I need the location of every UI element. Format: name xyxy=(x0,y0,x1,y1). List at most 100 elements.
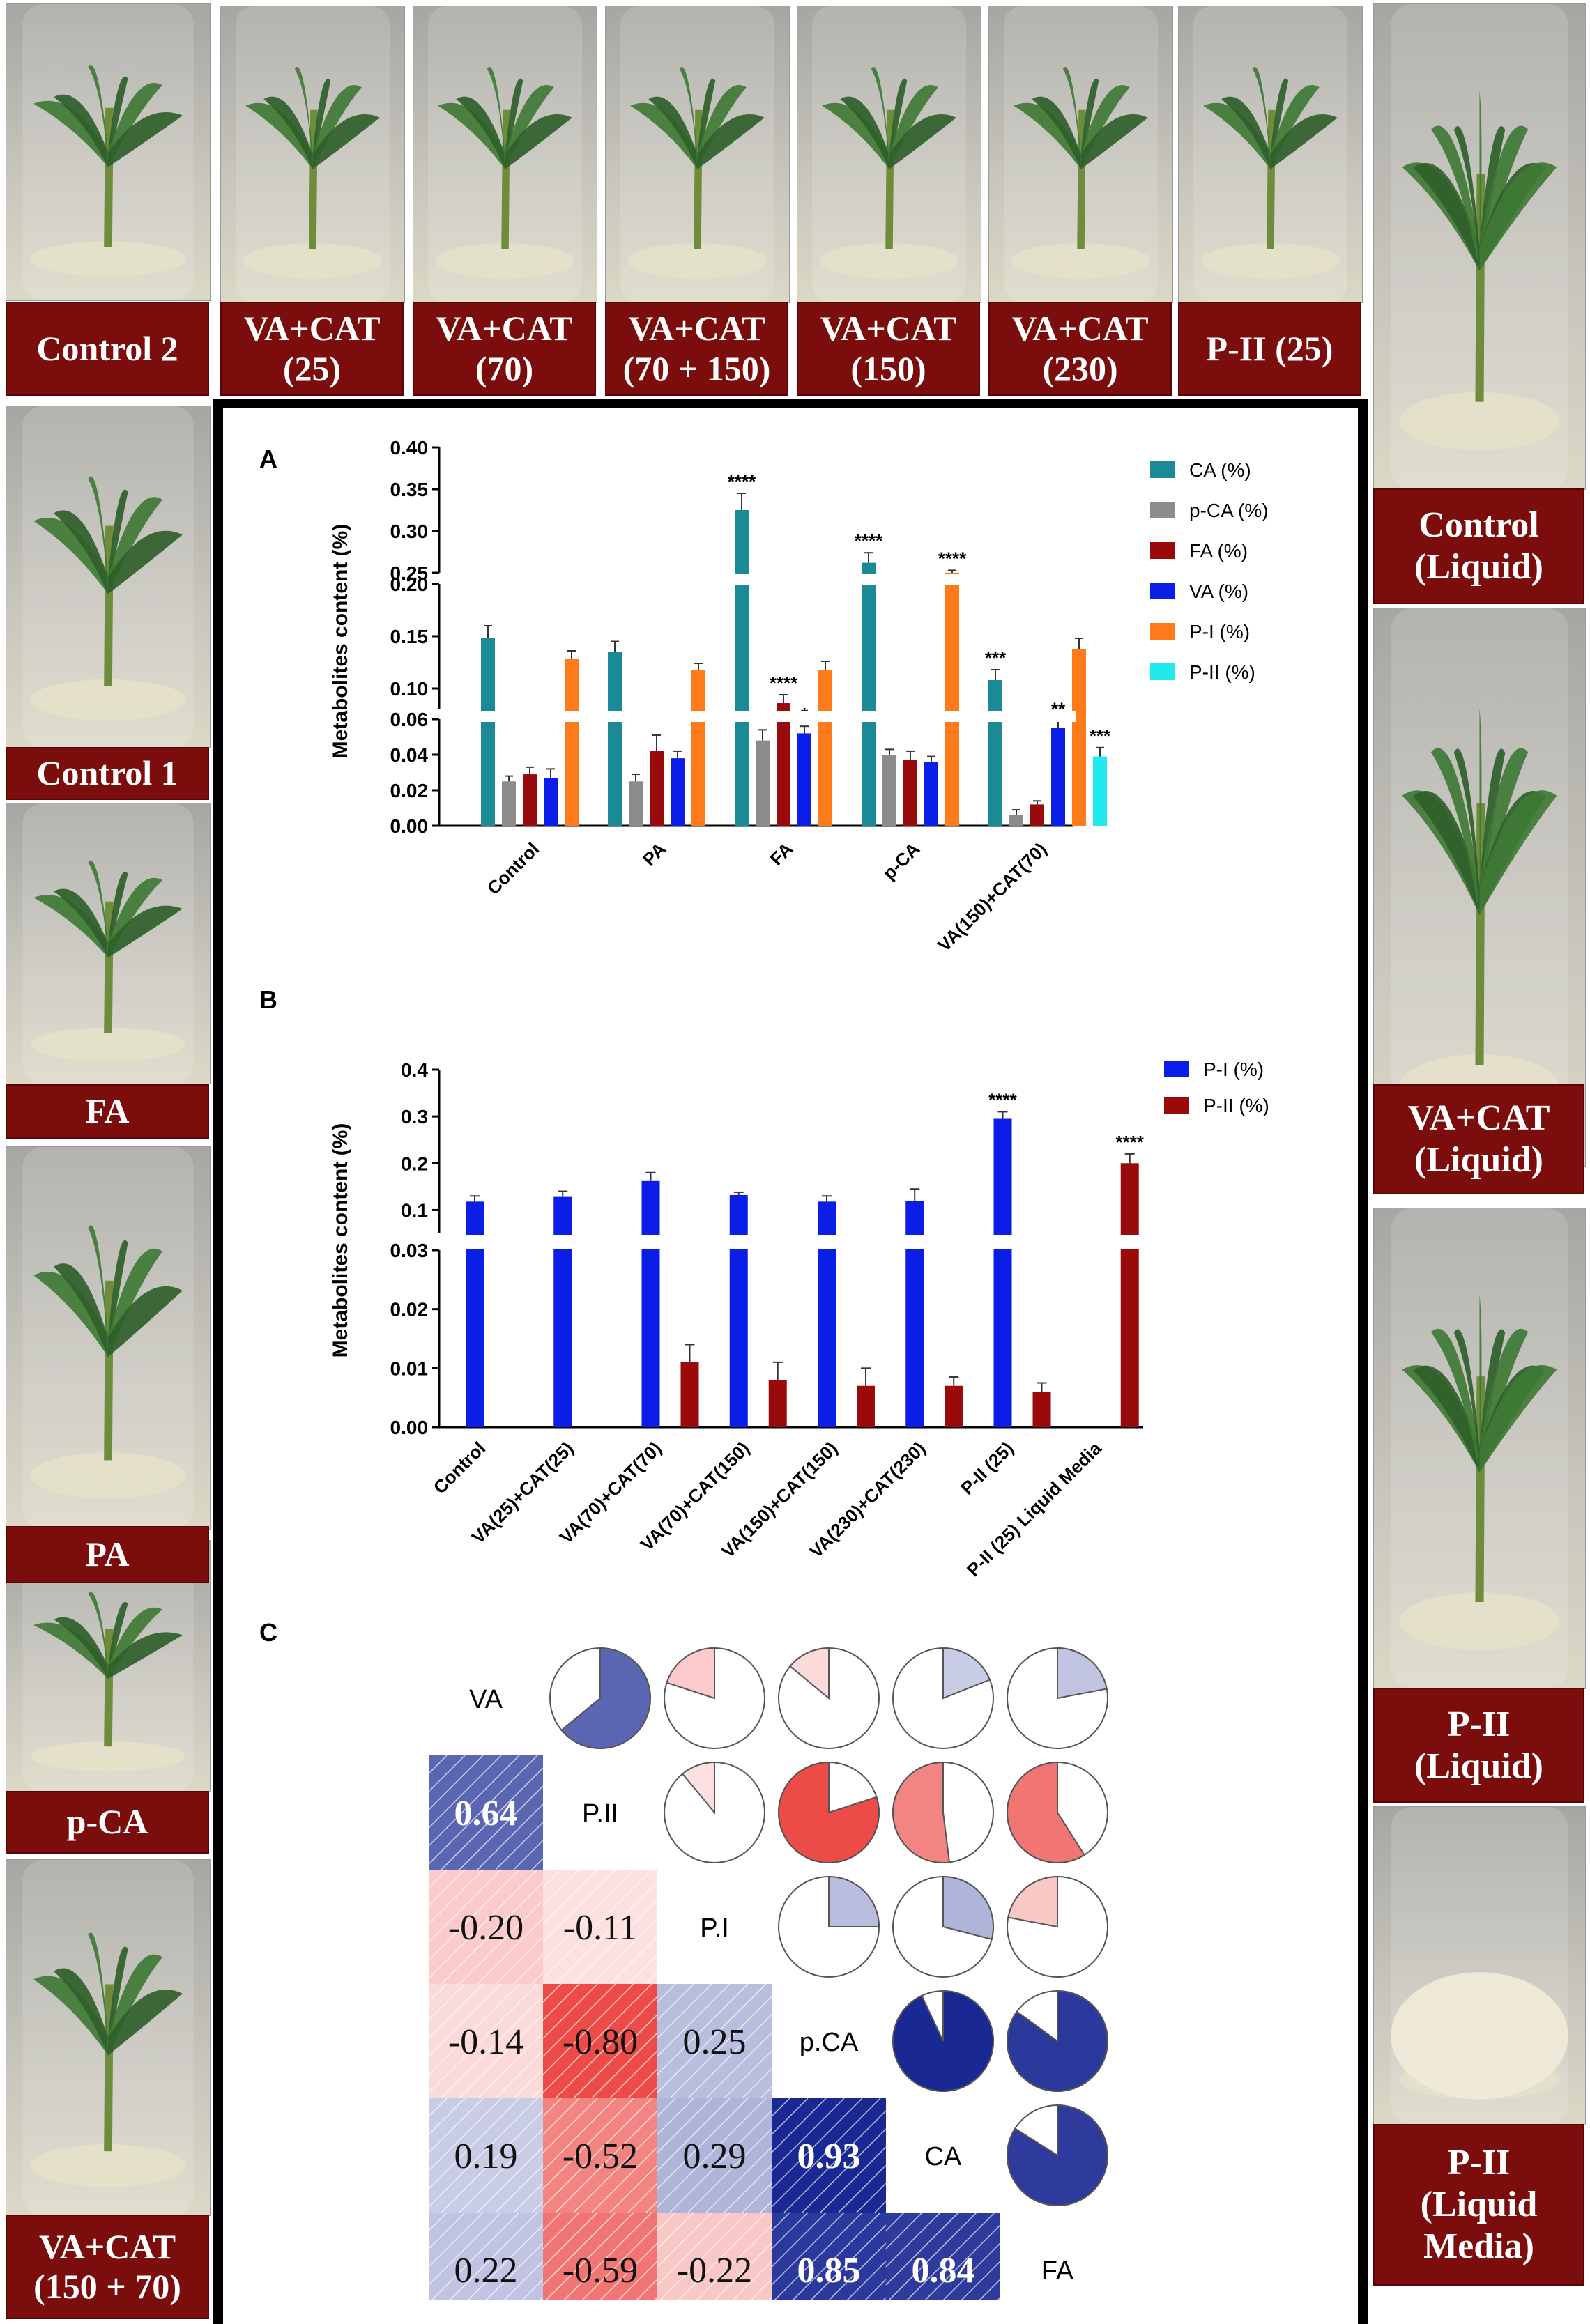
corr-cell xyxy=(429,2098,543,2213)
bar xyxy=(756,740,770,826)
hatch-line xyxy=(428,1869,502,1943)
hatch-line xyxy=(449,2212,538,2300)
bar xyxy=(1051,728,1065,826)
corr-value: -0.22 xyxy=(677,2251,752,2291)
label-line: VA+CAT xyxy=(38,2226,176,2266)
hatch-line xyxy=(714,2242,772,2300)
hatch-line xyxy=(495,2164,544,2213)
legend-label: FA (%) xyxy=(1189,540,1248,562)
hatch-line xyxy=(659,2212,749,2300)
hatch-line xyxy=(802,2128,887,2213)
corr-value: -0.59 xyxy=(563,2251,638,2291)
hatch-line xyxy=(687,2014,772,2099)
label-line: (150 + 70) xyxy=(33,2267,181,2306)
y-tick-label: 0.40 xyxy=(390,437,429,459)
plant-photo xyxy=(1178,6,1363,303)
hatch-line xyxy=(477,1918,544,1985)
hatch-line xyxy=(771,2098,881,2208)
hatch-line xyxy=(609,2164,658,2213)
legend-label: p-CA (%) xyxy=(1189,500,1269,521)
panel-letter-c: C xyxy=(259,1618,277,1647)
hatch-line xyxy=(657,1983,676,2003)
significance-label: **** xyxy=(1116,1132,1145,1153)
corr-value: -0.80 xyxy=(563,2022,638,2062)
hatch-line xyxy=(542,1983,580,2021)
corr-pie xyxy=(942,1647,991,1700)
hatch-line xyxy=(771,2212,790,2231)
y-tick-label: 0.25 xyxy=(390,562,429,584)
hatch-line xyxy=(942,2242,1001,2300)
hatch-line xyxy=(428,2098,502,2171)
hatch-line xyxy=(428,1869,466,1907)
legend-swatch xyxy=(1164,1061,1189,1077)
hatch-line xyxy=(657,2212,731,2286)
hatch-line xyxy=(477,1803,544,1870)
corr-pie xyxy=(789,1647,830,1700)
corr-pie xyxy=(1057,1647,1108,1700)
hatch-line xyxy=(705,2032,772,2099)
plant-photo xyxy=(6,1859,211,2216)
plant-photo xyxy=(6,3,211,301)
bar xyxy=(523,774,537,826)
hatch-line xyxy=(645,1972,658,1985)
treatment-label: Control 2 xyxy=(6,302,209,396)
label-line: (230) xyxy=(1042,348,1118,388)
bar xyxy=(735,510,749,826)
label-line: Control 2 xyxy=(36,328,178,368)
legend-label: CA (%) xyxy=(1189,459,1251,481)
category-label: Control xyxy=(483,838,544,899)
significance-label: **** xyxy=(988,1089,1017,1110)
bar xyxy=(777,703,790,826)
hatch-line xyxy=(696,2224,772,2300)
hatch-line xyxy=(531,1858,544,1870)
hatch-line xyxy=(428,1755,520,1847)
hatch-line xyxy=(591,2032,658,2099)
corr-cell xyxy=(429,1755,543,1870)
hatch-line xyxy=(856,2183,887,2213)
legend-swatch xyxy=(1150,663,1175,680)
corr-pie xyxy=(892,1761,951,1863)
bar xyxy=(903,760,917,826)
hatch-line xyxy=(760,2086,772,2099)
bar xyxy=(1120,1163,1139,1427)
label-line: (Liquid) xyxy=(1414,1140,1543,1180)
corr-value: 0.85 xyxy=(797,2251,861,2291)
hatch-line xyxy=(792,2212,881,2300)
hatch-line xyxy=(477,2032,544,2099)
corr-value: 0.22 xyxy=(454,2251,518,2291)
bar xyxy=(544,778,558,826)
y-tick-label: 0.15 xyxy=(390,626,429,647)
hatch-line xyxy=(657,2212,694,2249)
plant-photo xyxy=(6,803,211,1084)
hatch-line xyxy=(428,1983,538,2093)
hatch-line xyxy=(828,2242,887,2300)
hatch-line xyxy=(774,2212,863,2300)
axis-break xyxy=(442,574,1076,585)
hatch-line xyxy=(542,2212,562,2231)
corr-cell xyxy=(543,2213,657,2300)
bar xyxy=(680,1362,699,1427)
legend-label: P-II (%) xyxy=(1189,661,1255,683)
hatch-line xyxy=(531,1972,544,1985)
significance-label: **** xyxy=(770,672,798,693)
hatch-line xyxy=(542,1869,580,1907)
hatch-line xyxy=(513,2183,544,2213)
corr-pie xyxy=(560,1647,651,1749)
treatment-label: VA+CAT (Liquid) xyxy=(1373,1084,1584,1194)
corr-cell xyxy=(429,1870,543,1984)
y-tick-label: 0.1 xyxy=(401,1199,428,1221)
bar xyxy=(691,670,705,826)
hatch-line xyxy=(838,2164,887,2213)
y-tick-label: 0.06 xyxy=(390,709,429,730)
hatch-line xyxy=(428,1983,484,2039)
hatch-line xyxy=(428,2212,448,2231)
hatch-line xyxy=(542,2212,598,2268)
plant-photo xyxy=(988,6,1173,303)
label-line: Control 1 xyxy=(36,753,178,793)
bar xyxy=(882,755,896,826)
bar xyxy=(862,562,876,826)
hatch-line xyxy=(428,1755,502,1829)
hatch-line xyxy=(771,2212,809,2249)
bar xyxy=(481,638,495,826)
hatch-line xyxy=(657,2212,712,2268)
